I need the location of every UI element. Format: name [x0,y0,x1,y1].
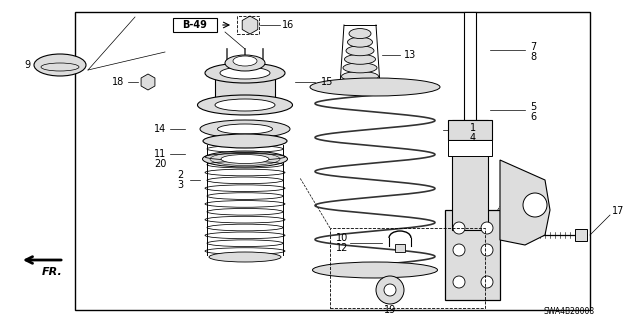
Ellipse shape [312,262,438,278]
Text: 4: 4 [470,133,476,143]
Text: 13: 13 [404,50,416,60]
Circle shape [453,276,465,288]
Ellipse shape [310,78,440,96]
Bar [173,18,217,32]
Text: 1: 1 [470,123,476,133]
Text: 12: 12 [336,243,348,253]
Ellipse shape [233,56,257,66]
Circle shape [481,276,493,288]
Text: 10: 10 [336,233,348,243]
Ellipse shape [34,54,86,76]
FancyBboxPatch shape [215,73,275,105]
Circle shape [376,276,404,304]
Text: 7: 7 [530,42,536,52]
Polygon shape [500,160,550,245]
Circle shape [481,222,493,234]
Circle shape [453,244,465,256]
Ellipse shape [203,134,287,148]
Text: 3: 3 [177,180,183,190]
Text: 15: 15 [321,77,333,87]
Ellipse shape [340,80,380,90]
Circle shape [523,193,547,217]
Ellipse shape [342,71,378,81]
Text: 5: 5 [530,102,536,112]
Text: 19: 19 [384,305,396,315]
Bar [237,16,259,34]
Ellipse shape [349,28,371,39]
Bar [448,140,492,156]
Bar [448,120,492,140]
Bar [330,228,485,308]
Ellipse shape [221,155,269,164]
Circle shape [453,222,465,234]
Ellipse shape [344,54,376,64]
Text: 8: 8 [530,52,536,62]
Ellipse shape [198,95,292,115]
Text: 14: 14 [154,124,166,134]
Circle shape [481,244,493,256]
Circle shape [384,284,396,296]
Text: 16: 16 [282,20,294,30]
Text: 18: 18 [112,77,124,87]
Text: 17: 17 [612,206,624,216]
Text: 6: 6 [530,112,536,122]
Ellipse shape [218,124,273,134]
Text: 2: 2 [177,170,183,180]
Bar [445,210,500,300]
Ellipse shape [346,46,374,56]
Text: 9: 9 [24,60,30,70]
Ellipse shape [202,151,287,167]
Ellipse shape [205,63,285,83]
Ellipse shape [209,252,281,262]
Bar [395,244,405,252]
Text: B-49: B-49 [182,20,207,30]
Ellipse shape [200,120,290,138]
Ellipse shape [225,55,265,71]
Ellipse shape [215,99,275,111]
Text: 11: 11 [154,149,166,159]
Bar [452,120,488,230]
Bar [575,229,587,241]
Text: 20: 20 [154,159,166,169]
Bar [75,12,590,310]
Ellipse shape [220,67,270,79]
Ellipse shape [348,37,372,47]
Ellipse shape [343,63,377,73]
Text: SWA4B28008: SWA4B28008 [544,308,595,316]
Bar [464,12,476,120]
Text: FR.: FR. [42,267,62,277]
